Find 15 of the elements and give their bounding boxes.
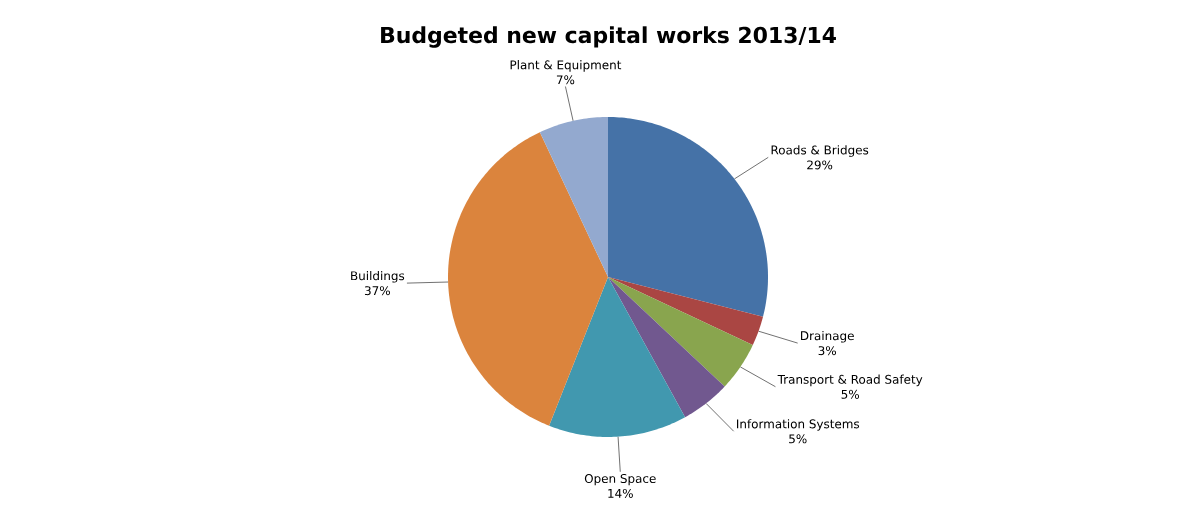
data-label: 5% (841, 389, 860, 399)
slice-label: Buildings (351, 271, 405, 283)
data-label: 3% (818, 346, 836, 356)
slice-label: Roads & Bridges (771, 145, 869, 157)
chart-title: Budgeted new capital works 2013/14 (381, 26, 836, 48)
data-label: 14% (608, 488, 633, 498)
slice-label: Open Space (584, 473, 656, 486)
data-label: 7% (556, 75, 575, 85)
slice-label: Plant & Equipment (510, 60, 622, 72)
data-label: 5% (789, 434, 807, 444)
slice-label: Information Systems (737, 419, 860, 431)
data-label: 37% (364, 286, 390, 296)
slice-label: Drainage (801, 331, 854, 343)
data-label: 29% (807, 160, 833, 170)
slice-label: Transport & Road Safety (777, 374, 923, 387)
